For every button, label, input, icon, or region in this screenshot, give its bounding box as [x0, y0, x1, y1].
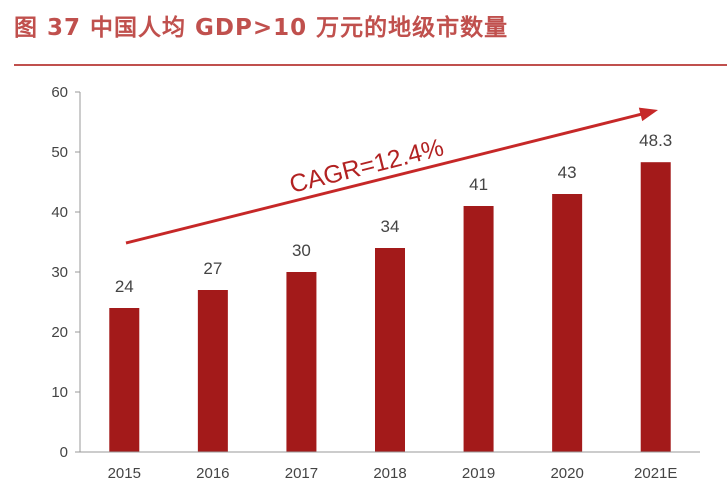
- title-divider: [14, 64, 727, 66]
- bar-2015: [109, 308, 140, 452]
- data-label-2021E: 48.3: [639, 131, 672, 150]
- data-label-2017: 30: [292, 241, 311, 260]
- y-tick-label: 30: [51, 264, 68, 281]
- data-label-2020: 43: [558, 163, 577, 182]
- x-tick-label: 2021E: [634, 465, 677, 480]
- x-tick-label: 2018: [373, 465, 406, 480]
- bar-2016: [197, 290, 228, 452]
- trend-arrow-head: [638, 107, 658, 122]
- y-tick-label: 60: [51, 84, 68, 101]
- data-label-2018: 34: [381, 217, 400, 236]
- y-tick-label: 40: [51, 204, 68, 221]
- bar-2021E: [640, 162, 671, 452]
- bar-2017: [286, 272, 317, 452]
- bar-2018: [375, 248, 405, 452]
- data-labels: 24 27 30 34 41 43 48.3: [115, 131, 672, 296]
- bars: [109, 162, 671, 452]
- x-tick-label: 2015: [108, 465, 141, 480]
- y-tick-label: 50: [51, 144, 68, 161]
- data-label-2019: 41: [469, 175, 488, 194]
- y-tick-label: 10: [51, 384, 68, 401]
- x-tick-label: 2017: [285, 465, 318, 480]
- x-tick-label: 2020: [550, 465, 583, 480]
- y-tick-label: 20: [51, 324, 68, 341]
- cagr-label: CAGR=12.4%: [287, 133, 447, 198]
- x-axis: 2015 2016 2017 2018 2019 2020 2021E: [80, 451, 700, 480]
- data-label-2015: 24: [115, 277, 134, 296]
- figure-title: 图 37 中国人均 GDP>10 万元的地级市数量: [14, 15, 509, 41]
- x-tick-label: 2016: [196, 465, 229, 480]
- bar-2019: [463, 206, 494, 452]
- data-label-2016: 27: [203, 259, 222, 278]
- y-tick-label: 0: [60, 444, 68, 461]
- bar-2020: [552, 194, 583, 452]
- x-tick-label: 2019: [462, 465, 495, 480]
- trend-arrow-line: [125, 112, 645, 245]
- y-axis: 0 10 20 30 40 50 60: [51, 84, 81, 461]
